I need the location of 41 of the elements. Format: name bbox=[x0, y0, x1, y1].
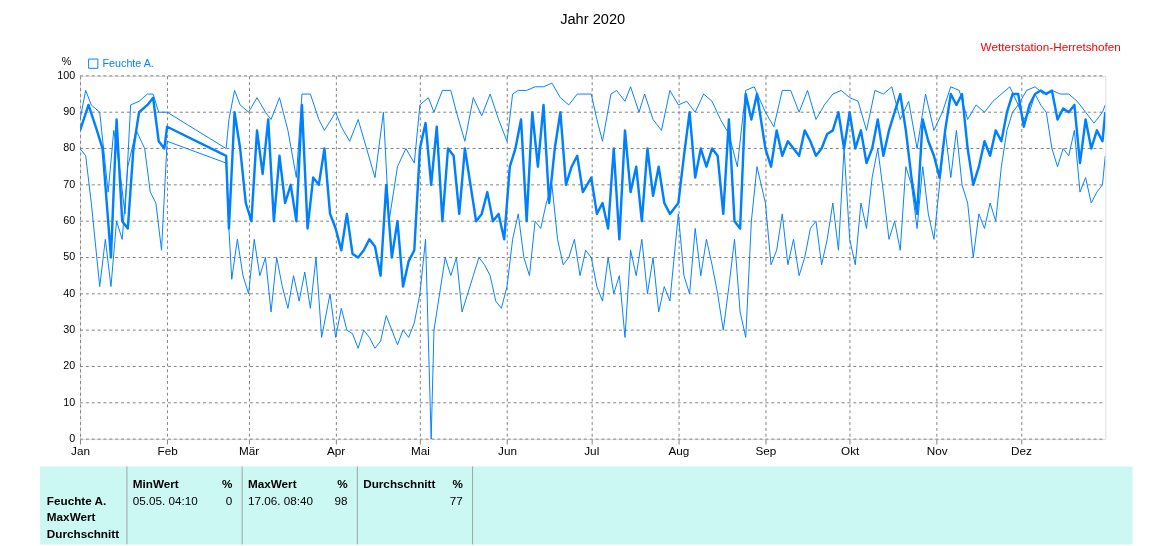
text: 0 bbox=[225, 493, 233, 507]
y-tick-label: 50 bbox=[63, 250, 76, 263]
text: MaxWert bbox=[46, 510, 96, 524]
text: 05.05. 04:10 bbox=[132, 493, 199, 507]
x-tick-label: Sep bbox=[755, 444, 777, 458]
x-tick-label: Mai bbox=[410, 444, 430, 458]
x-tick-label: Nov bbox=[926, 444, 948, 458]
y-tick-label: 100 bbox=[57, 68, 76, 81]
text: Durchschnitt bbox=[46, 526, 120, 540]
y-tick-label: 80 bbox=[63, 141, 76, 154]
x-tick-label: Jan bbox=[71, 444, 90, 458]
text: % bbox=[337, 476, 349, 490]
y-tick-label: 30 bbox=[63, 323, 76, 336]
text: MaxWert bbox=[248, 476, 297, 490]
x-tick-label: Jun bbox=[498, 444, 517, 458]
x-tick-label: Mär bbox=[239, 444, 260, 458]
y-tick-label: 90 bbox=[63, 105, 76, 118]
x-tick-label: Feb bbox=[157, 444, 179, 458]
x-tick-label: Aug bbox=[668, 444, 690, 458]
x-tick-label: Okt bbox=[841, 444, 861, 458]
text: 98 bbox=[334, 493, 348, 507]
y-tick-label: 20 bbox=[63, 359, 76, 372]
legend-label: Feuchte A. bbox=[102, 56, 154, 69]
y-tick-label: 0 bbox=[69, 432, 76, 445]
y-tick-label: 70 bbox=[63, 177, 76, 190]
text: % bbox=[221, 476, 233, 490]
x-tick-label: Jul bbox=[584, 444, 600, 458]
text: MinWert bbox=[132, 476, 179, 490]
y-tick-label: 10 bbox=[63, 395, 76, 408]
x-tick-label: Dez bbox=[1011, 444, 1033, 458]
text: Feuchte A. bbox=[46, 493, 107, 507]
x-tick-label: Apr bbox=[327, 444, 346, 458]
y-tick-label: 60 bbox=[63, 214, 76, 227]
text: 17.06. 08:40 bbox=[248, 493, 314, 507]
text: Wetterstation-Herretshofen bbox=[980, 39, 1121, 53]
y-tick-label: 40 bbox=[63, 286, 76, 299]
y-axis-title: % bbox=[61, 55, 72, 68]
text: % bbox=[452, 476, 464, 490]
chart-title: Jahr 2020 bbox=[560, 11, 626, 28]
text: Durchschnitt bbox=[363, 476, 436, 490]
text: 77 bbox=[449, 493, 463, 507]
